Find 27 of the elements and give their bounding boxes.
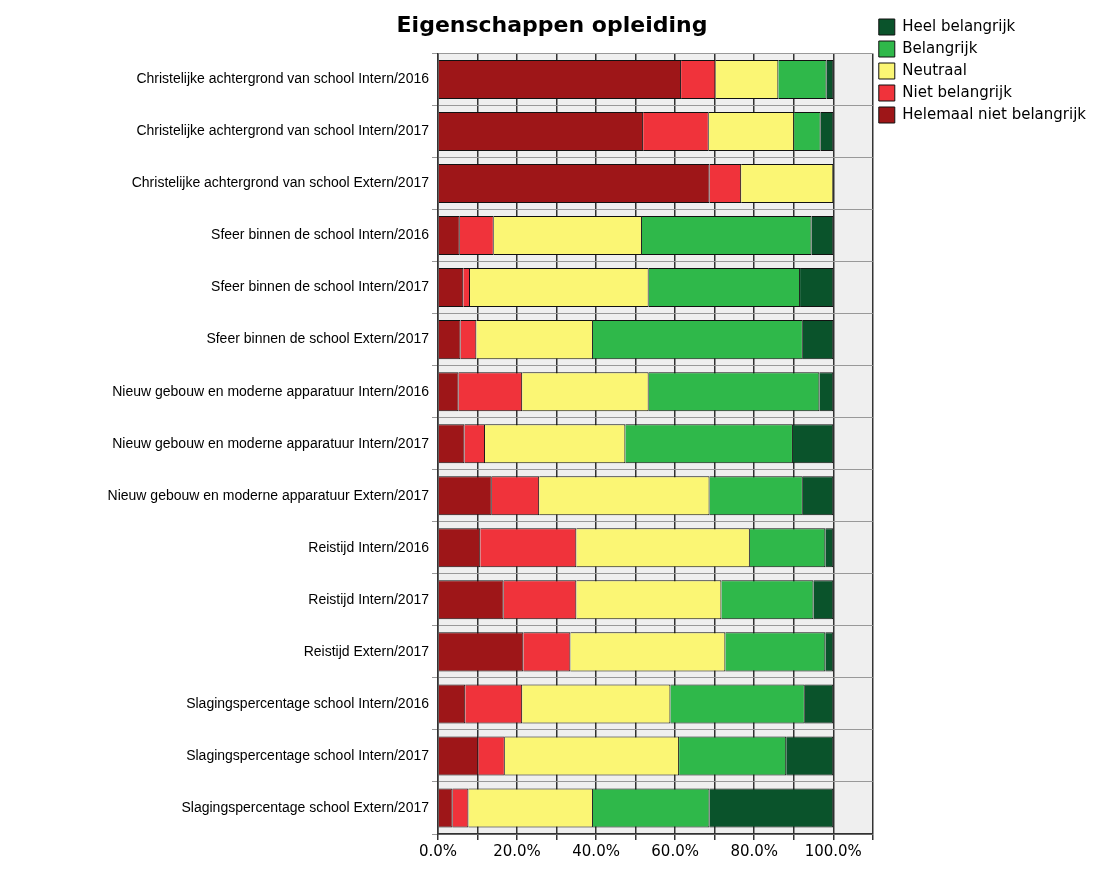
legend-label: Helemaal niet belangrijk bbox=[902, 104, 1087, 123]
y-tick-label: Sfeer binnen de school Intern/2016 bbox=[211, 226, 430, 243]
x-tick-label: 80.0% bbox=[730, 841, 779, 860]
y-tick-label: Nieuw gebouw en moderne apparatuur Intern/2017 bbox=[112, 434, 430, 451]
legend-label: Neutraal bbox=[902, 60, 967, 79]
y-tick-label: Reistijd Extern/2017 bbox=[303, 642, 430, 659]
x-tick-label: 60.0% bbox=[651, 841, 699, 860]
y-tick-label: Nieuw gebouw en moderne apparatuur Intern/2016 bbox=[112, 382, 430, 399]
y-tick-label: Nieuw gebouw en moderne apparatuur Extern/2017 bbox=[107, 486, 430, 503]
y-tick-label: Slagingspercentage school Intern/2017 bbox=[186, 746, 430, 763]
legend-label: Heel belangrijk bbox=[902, 16, 1016, 35]
x-tick-label: 20.0% bbox=[493, 841, 541, 860]
x-tick-label: 0.0% bbox=[418, 841, 458, 860]
y-tick-label: Slagingspercentage school Extern/2017 bbox=[181, 798, 430, 815]
y-tick-label: Christelijke achtergrond van school Intern/2017 bbox=[136, 122, 430, 139]
y-tick-label: Christelijke achtergrond van school Intern/2016 bbox=[136, 70, 430, 87]
y-tick-label: Sfeer binnen de school Extern/2017 bbox=[206, 330, 430, 347]
x-tick-label: 100.0% bbox=[804, 841, 862, 860]
y-tick-label: Sfeer binnen de school Intern/2017 bbox=[211, 278, 430, 295]
chart-title: Eigenschappen opleiding bbox=[396, 11, 708, 37]
y-tick-label: Christelijke achtergrond van school Extern/2017 bbox=[131, 174, 430, 191]
y-tick-label: Slagingspercentage school Intern/2016 bbox=[186, 694, 430, 711]
x-tick-label: 40.0% bbox=[572, 841, 620, 860]
y-tick-label: Reistijd Intern/2017 bbox=[308, 590, 430, 607]
y-tick-label: Reistijd Intern/2016 bbox=[308, 538, 430, 555]
legend-label: Belangrijk bbox=[902, 38, 978, 57]
legend-label: Niet belangrijk bbox=[902, 82, 1013, 101]
